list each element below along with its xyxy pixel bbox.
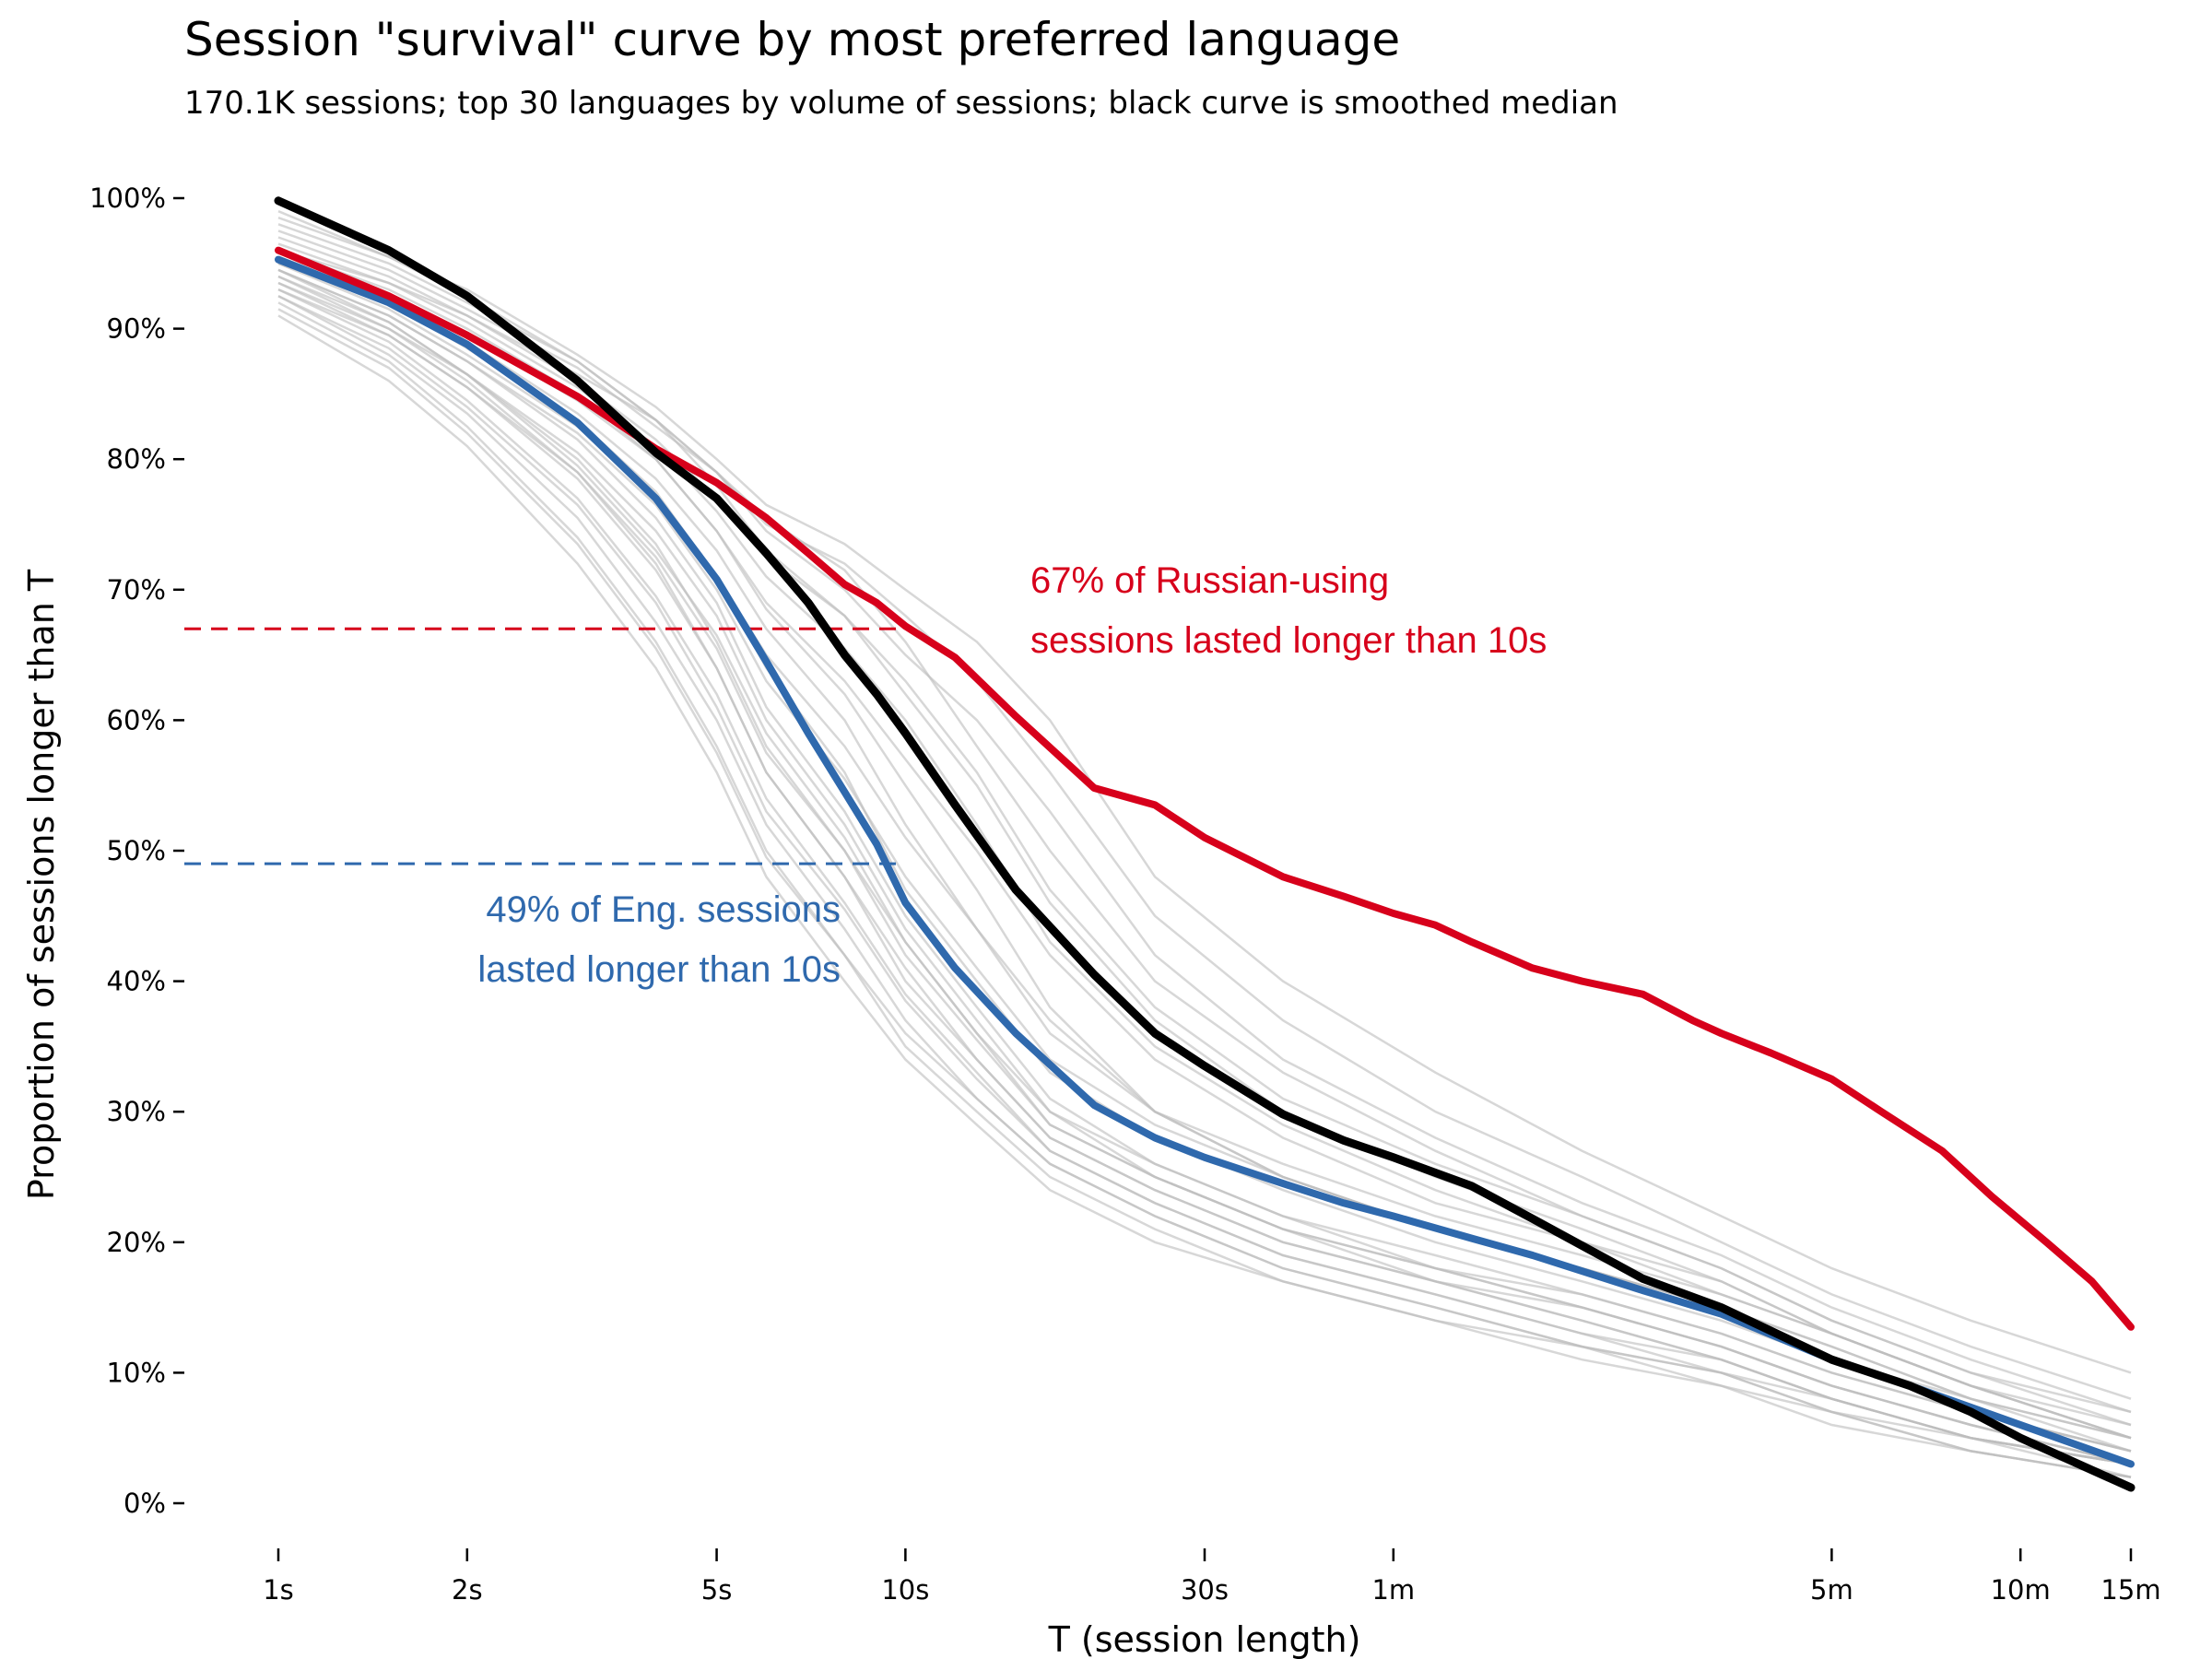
x-tick-label: 1m [1371, 1574, 1415, 1606]
x-tick-label: 5s [701, 1574, 733, 1606]
x-tick-label: 10s [881, 1574, 929, 1606]
y-tick-label: 90% [107, 313, 166, 345]
language-curve [277, 288, 2132, 1478]
chart-subtitle: 170.1K sessions; top 30 languages by vol… [184, 85, 1618, 122]
russian-annotation-line: 67% of Russian-using [1030, 560, 1389, 601]
english-annotation-line: lasted longer than 10s [477, 949, 841, 990]
x-axis: 1s 2s 5s 10s 30s 1m 5m 10m 15m [263, 1548, 2161, 1606]
x-tick-label: 30s [1181, 1574, 1229, 1606]
y-tick-label: 0% [124, 1488, 166, 1519]
english-annotation-line: 49% of Eng. sessions [486, 889, 841, 930]
language-curve [277, 249, 2132, 1440]
annotations: 67% of Russian-using sessions lasted long… [477, 560, 1547, 990]
language-curve [277, 268, 2132, 1440]
x-tick-label: 1s [263, 1574, 294, 1606]
y-tick-label: 30% [107, 1096, 166, 1127]
median-curve [274, 196, 2136, 1492]
language-curve [277, 255, 2132, 1440]
reference-lines [184, 627, 906, 865]
language-curve [277, 281, 2132, 1465]
y-tick-label: 10% [107, 1357, 166, 1388]
highlight-curves [274, 196, 2136, 1492]
language-curve [277, 314, 2132, 1478]
language-curve [277, 308, 2132, 1465]
language-curve [277, 295, 2132, 1465]
english-curve [275, 255, 2135, 1468]
russian-annotation-line: sessions lasted longer than 10s [1030, 620, 1547, 661]
y-tick-label: 80% [107, 443, 166, 475]
y-axis: 0% 10% 20% 30% 40% 50% 60% 70% 80% 90% 100% [89, 182, 184, 1519]
language-curve [277, 268, 2132, 1453]
x-axis-title: T (session length) [1048, 1619, 1361, 1659]
y-tick-label: 100% [89, 182, 166, 214]
x-tick-label: 10m [1991, 1574, 2051, 1606]
y-axis-title: Proportion of sessions longer than T [21, 569, 62, 1200]
chart-title: Session "survival" curve by most preferr… [184, 13, 1401, 66]
y-tick-label: 40% [107, 966, 166, 997]
x-tick-label: 15m [2100, 1574, 2160, 1606]
language-curve [277, 295, 2132, 1478]
y-tick-label: 60% [107, 704, 166, 735]
language-curve [277, 242, 2132, 1440]
y-tick-label: 50% [107, 835, 166, 866]
language-curve [277, 255, 2132, 1453]
russian-curve [275, 246, 2135, 1331]
y-tick-label: 20% [107, 1227, 166, 1258]
x-tick-label: 2s [452, 1574, 483, 1606]
x-tick-label: 5m [1810, 1574, 1853, 1606]
y-tick-label: 70% [107, 574, 166, 606]
language-curve [277, 217, 2132, 1414]
language-curve [277, 210, 2132, 1374]
language-curve [277, 288, 2132, 1465]
other-language-curves [277, 210, 2132, 1478]
